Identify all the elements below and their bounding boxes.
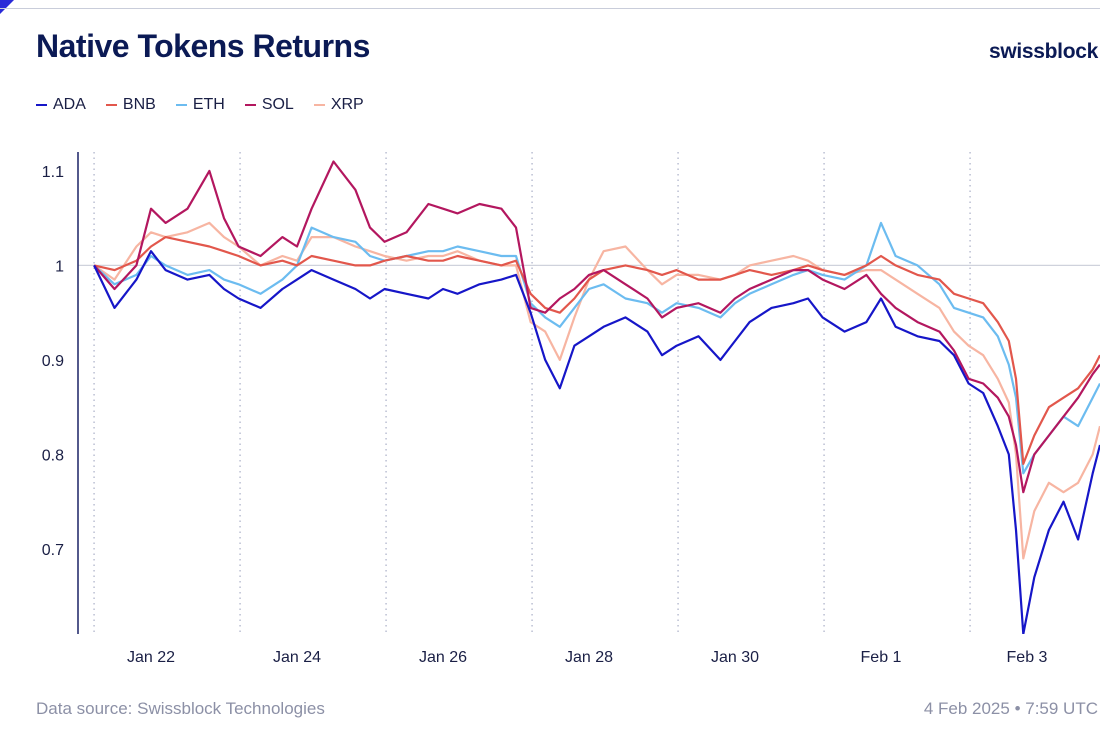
legend-swatch [105,104,117,106]
legend-label: BNB [122,96,156,113]
series-line-eth [93,221,1100,475]
legend-item-ada: ADA [36,96,86,114]
legend-item-xrp: XRP [313,96,364,114]
series-line-xrp [93,221,1100,560]
x-tick-label: Jan 28 [565,649,613,666]
y-tick-label: 0.8 [42,447,64,464]
brand-logo: swissblock [988,40,1098,63]
series-line-ada [93,250,1100,634]
top-divider [0,8,1100,9]
legend-swatch [36,104,47,106]
data-source: Data source: Swissblock Technologies [36,699,325,718]
legend-swatch [244,104,256,106]
legend-label: ETH [192,96,225,113]
x-tick-label: Jan 26 [419,649,467,666]
y-tick-label: 0.7 [42,542,64,559]
x-tick-label: Jan 24 [273,649,321,666]
legend-item-eth: ETH [175,96,225,114]
x-tick-label: Jan 22 [127,649,175,666]
legend-label: XRP [330,96,364,113]
x-tick-label: Feb 3 [1007,649,1048,666]
corner-accent-mark [0,0,14,14]
legend-swatch [175,104,187,106]
legend-item-sol: SOL [244,96,294,114]
x-tick-label: Jan 30 [711,649,759,666]
y-tick-label: 1 [55,258,64,275]
x-tick-label: Feb 1 [861,649,902,666]
series-line-bnb [93,236,1100,465]
legend-label: SOL [261,96,294,113]
legend-item-bnb: BNB [105,96,156,114]
page-title: Native Tokens Returns [36,28,370,64]
series-line-sol [93,160,1100,494]
y-tick-label: 0.9 [42,353,64,370]
legend: ADA BNB ETH SOL XRP [36,96,364,114]
legend-label: ADA [53,96,86,113]
legend-swatch [313,104,325,106]
timestamp: 4 Feb 2025 • 7:59 UTC [923,699,1098,718]
y-tick-label: 1.1 [42,164,64,181]
